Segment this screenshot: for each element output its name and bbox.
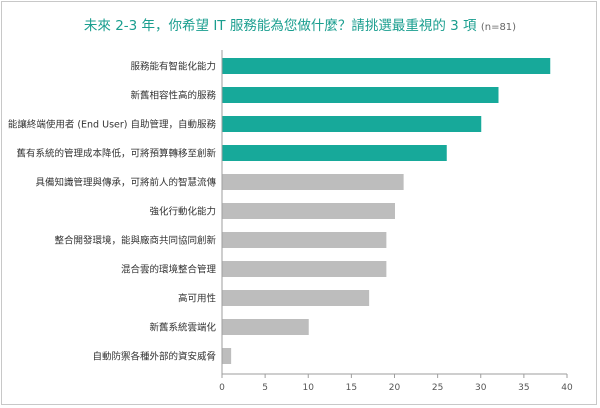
bar-11 [222, 348, 232, 364]
bar-1 [222, 58, 551, 74]
bar-2 [222, 87, 499, 103]
bar-8 [222, 261, 387, 277]
x-tick-label-35: 35 [518, 383, 529, 393]
category-label-2: 新舊相容性高的服務 [130, 90, 216, 102]
category-label-5: 具備知識管理與傳承，可將前人的智慧流傳 [35, 177, 216, 189]
chart-title: 未來 2-3 年，你希望 IT 服務能為您做什麼？請挑選最重視的 3 項 (n=… [0, 14, 600, 34]
x-tick-label-20: 20 [389, 383, 401, 393]
x-tick-label-0: 0 [219, 383, 225, 393]
chart-title-text: 未來 2-3 年，你希望 IT 服務能為您做什麼？請挑選最重視的 3 項 [83, 18, 477, 34]
category-label-6: 強化行動化能力 [149, 206, 216, 218]
bar-5 [222, 174, 404, 190]
x-tick-label-10: 10 [303, 383, 315, 393]
x-tick-label-30: 30 [475, 383, 487, 393]
category-label-4: 舊有系統的管理成本降低，可將預算轉移至創新 [16, 148, 216, 160]
category-label-9: 高可用性 [178, 293, 217, 305]
x-tick-label-25: 25 [432, 383, 443, 393]
bar-3 [222, 116, 482, 132]
x-tick-label-40: 40 [561, 383, 573, 393]
category-label-1: 服務能有智能化能力 [130, 61, 216, 73]
bar-7 [222, 232, 387, 248]
bar-4 [222, 145, 447, 161]
category-label-7: 整合開發環境，能與廠商共同協同創新 [54, 235, 216, 247]
category-label-3: 能讓終端使用者 (End User) 自助管理，自動服務 [8, 119, 217, 131]
x-tick-label-15: 15 [346, 383, 357, 393]
chart-title-note: (n=81) [480, 22, 517, 33]
bar-6 [222, 203, 395, 219]
category-label-8: 混合雲的環境整合管理 [121, 264, 217, 276]
bar-10 [222, 319, 309, 335]
category-label-11: 自動防禦各種外部的資安威脅 [92, 351, 216, 363]
x-tick-label-5: 5 [262, 383, 268, 393]
category-label-10: 新舊系統雲端化 [149, 322, 216, 334]
bar-9 [222, 290, 370, 306]
